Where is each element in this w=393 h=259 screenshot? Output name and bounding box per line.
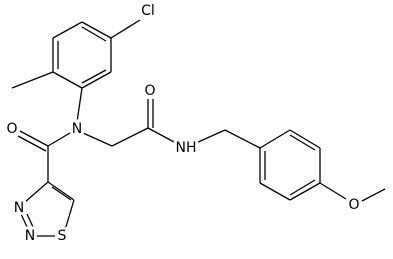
bond xyxy=(17,135,47,152)
bond xyxy=(110,19,141,39)
bond xyxy=(52,21,83,39)
bond xyxy=(195,129,226,144)
bond xyxy=(24,181,49,203)
atom-label: S xyxy=(58,228,67,244)
bond xyxy=(111,127,149,147)
bond xyxy=(319,182,347,200)
bond xyxy=(47,181,75,201)
bond xyxy=(81,26,107,42)
bond xyxy=(81,69,107,84)
bond xyxy=(11,71,54,89)
atom-label: N xyxy=(25,228,35,244)
atom-label: O xyxy=(6,121,17,137)
bond xyxy=(19,130,49,147)
bond xyxy=(289,134,316,151)
bond xyxy=(147,127,177,144)
atom-label: N xyxy=(72,121,82,137)
bond xyxy=(20,213,29,230)
bond xyxy=(289,182,321,201)
bond xyxy=(64,199,75,231)
bond xyxy=(224,129,261,149)
bond xyxy=(51,186,72,201)
bond xyxy=(289,129,321,149)
atom-label: N xyxy=(14,200,24,216)
bond xyxy=(81,21,112,39)
bond xyxy=(81,71,112,89)
bond xyxy=(47,132,71,147)
bond xyxy=(26,213,34,228)
bond xyxy=(52,71,83,89)
bond xyxy=(76,87,83,123)
bond xyxy=(289,179,316,196)
atom-label: Cl xyxy=(141,3,155,19)
bond xyxy=(259,182,291,201)
bond xyxy=(82,132,113,147)
atom-label: O xyxy=(144,83,155,99)
bonds xyxy=(11,19,386,237)
bond xyxy=(259,129,291,149)
atom-labels: Cl O N O NH O N N S xyxy=(3,0,362,247)
bond xyxy=(361,188,386,202)
atom-label: O xyxy=(348,197,359,213)
atom-label: NH xyxy=(176,140,197,156)
